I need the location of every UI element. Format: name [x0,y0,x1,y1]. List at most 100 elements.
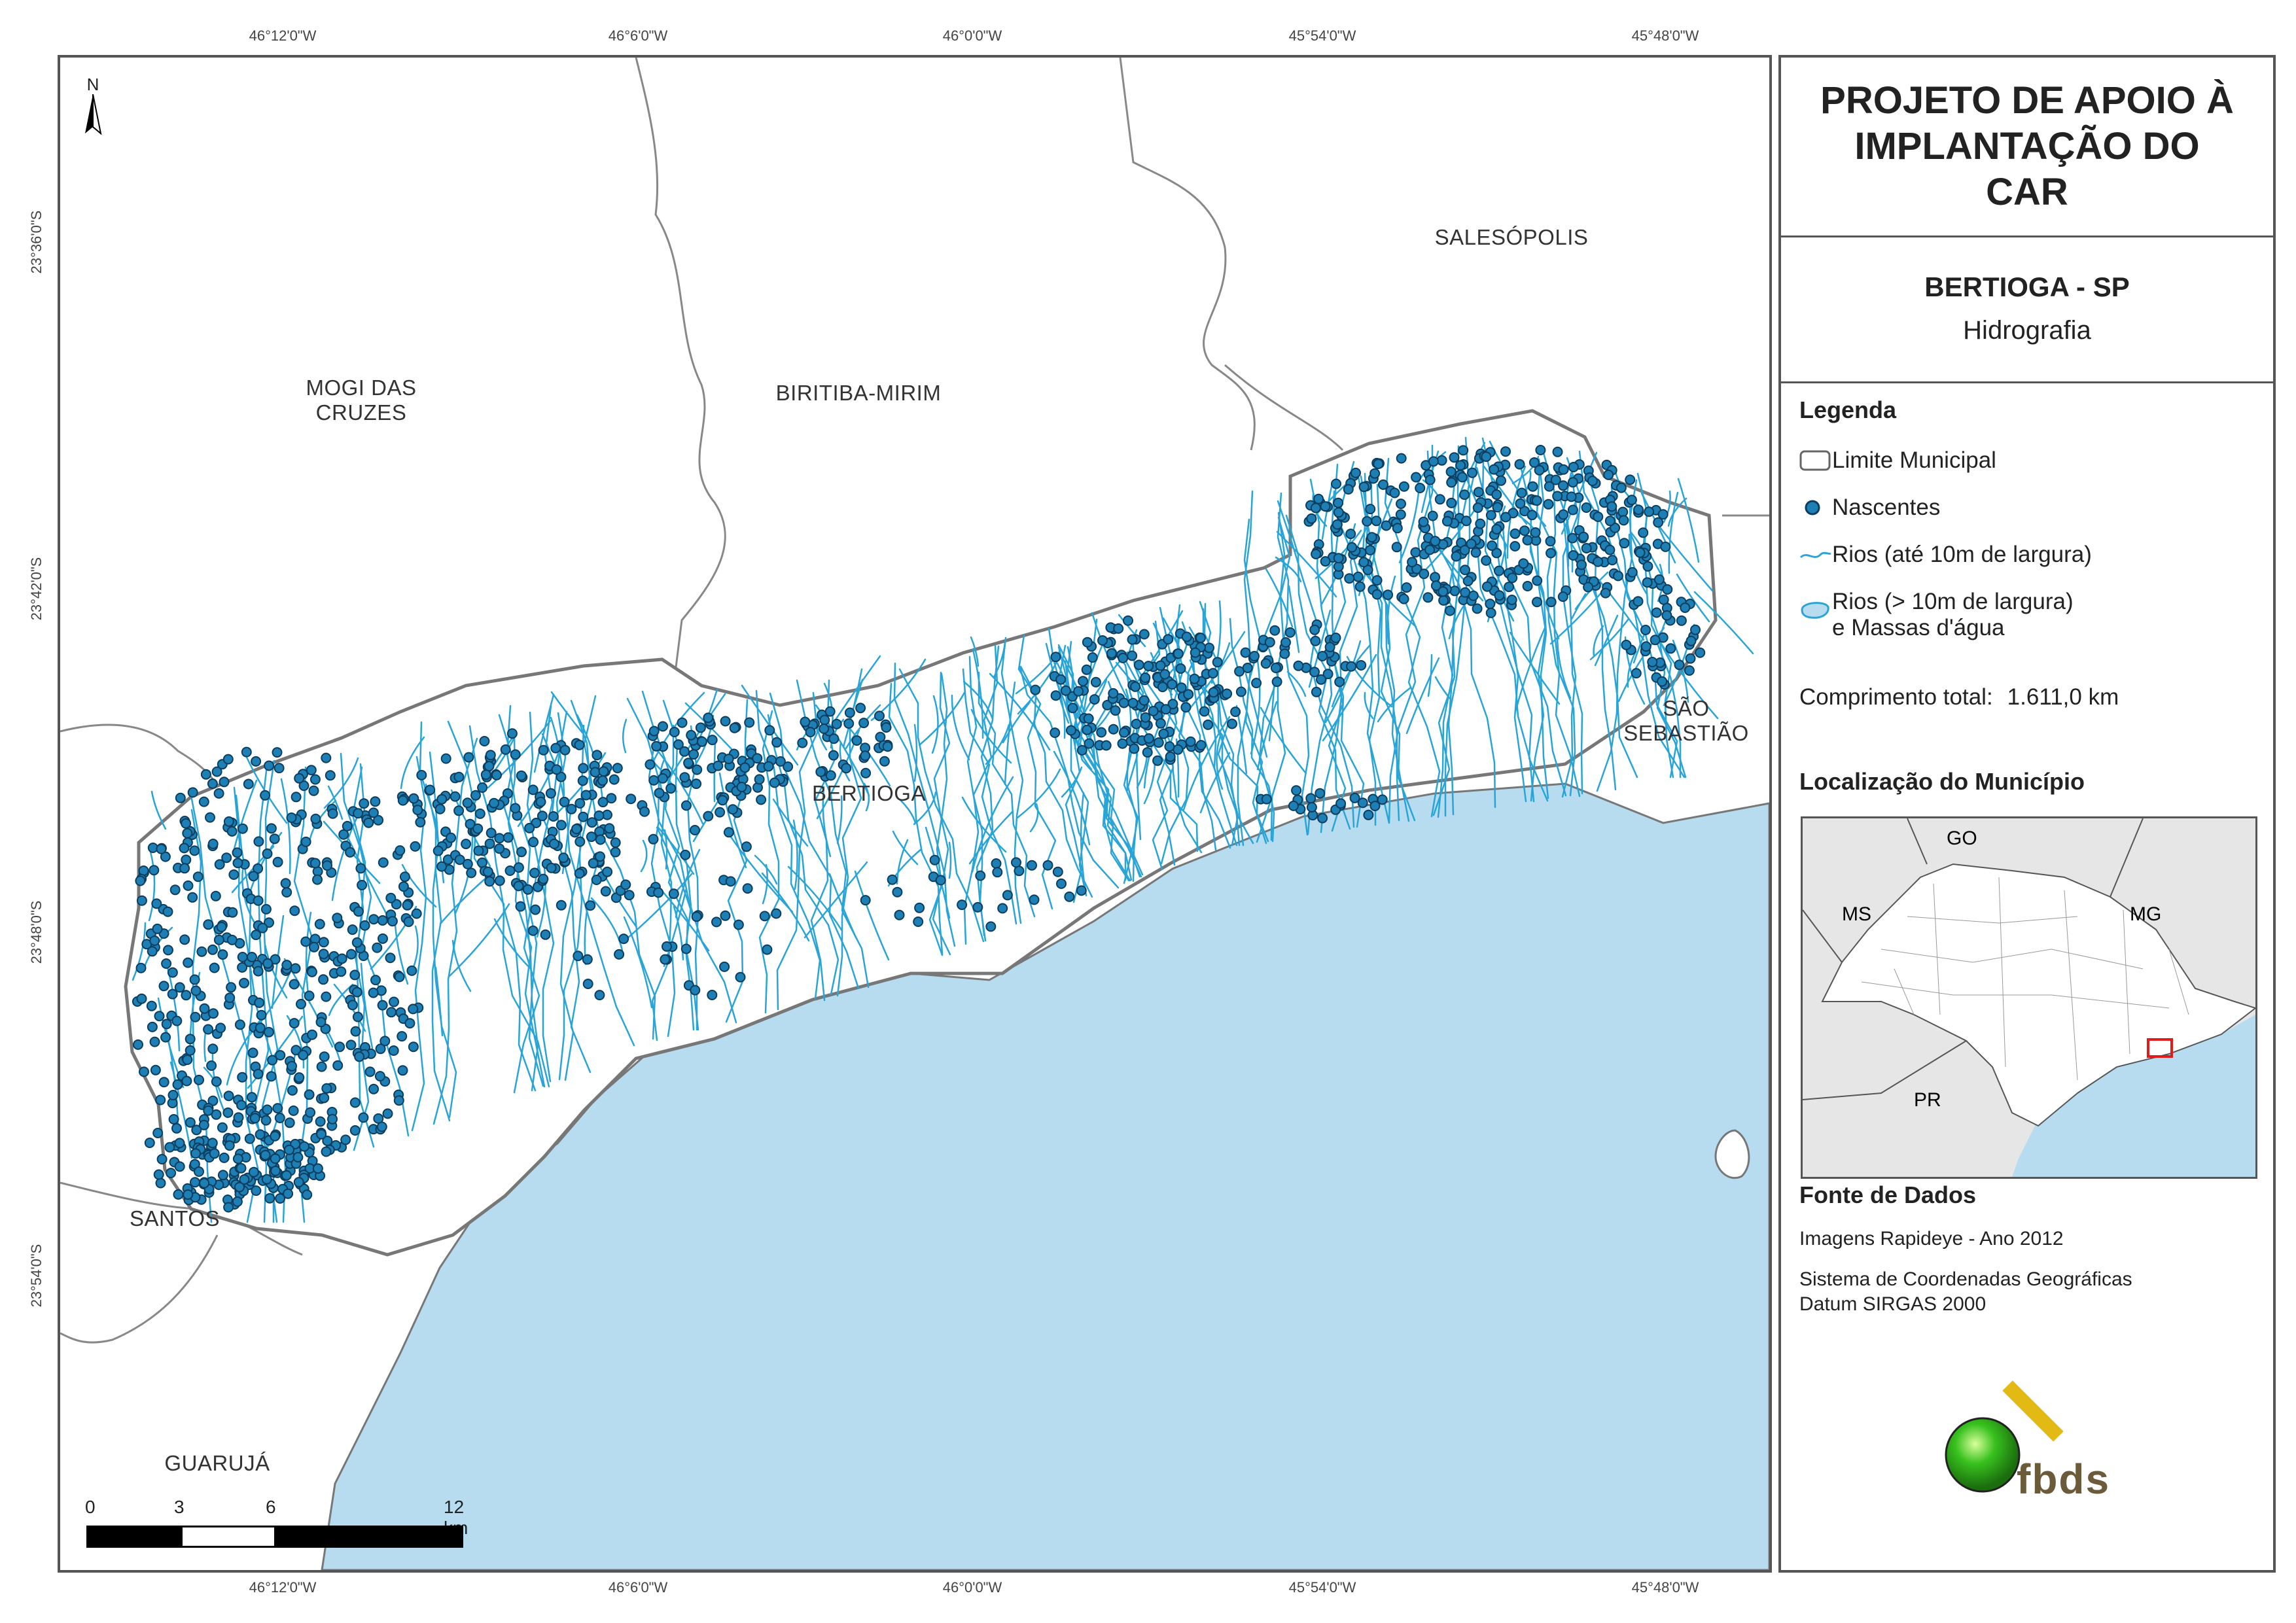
spring [257,922,268,934]
spring [359,798,370,809]
spring [1625,474,1636,485]
map-area[interactable]: N MOGI DAS CRUZES BIRITIBA-MIRIM SALESÓP… [58,55,1772,1573]
spring [819,724,830,734]
spring [1455,460,1466,471]
spring [280,878,291,889]
water-body-icon [1799,597,1832,623]
river [792,819,798,890]
project-title: PROJETO DE APOIO À IMPLANTAÇÃO DO CAR [1820,79,2234,213]
spring [538,873,549,884]
spring [559,796,570,807]
spring [1185,736,1196,747]
spring [972,901,983,913]
spring [309,858,321,869]
spring [1492,502,1503,513]
spring [352,1011,363,1022]
spring [1270,663,1281,673]
spring [267,1055,278,1066]
spring [274,1113,285,1123]
legend-item-boundary: Limite Municipal [1799,447,1996,474]
spring [364,1066,376,1077]
place-label-santos: SANTOS [129,1206,221,1230]
spring [1650,635,1661,646]
spring [1424,474,1436,485]
river [1593,625,1604,657]
river [776,691,819,1011]
spring [397,795,408,806]
river [1677,478,1700,563]
spring [913,916,924,927]
spring [1311,549,1322,559]
spring [357,880,368,890]
spring [624,890,635,901]
spring [241,746,252,758]
spring [1396,453,1407,464]
spring [156,843,167,854]
spring [1347,542,1358,553]
spring [1127,634,1138,645]
river [686,725,699,1031]
river [132,922,147,981]
river [506,705,544,1087]
spring [800,716,811,727]
river [1029,803,1039,833]
river [863,782,870,812]
spring [1067,703,1078,714]
river [985,724,1010,765]
spring [1422,592,1434,603]
spring [1309,624,1320,635]
spring [221,852,232,864]
spring [347,924,358,935]
spring [1160,704,1171,715]
spring [1519,525,1530,536]
spring [319,1051,330,1062]
spring [183,957,194,968]
spring [135,962,147,973]
spring [1545,548,1557,559]
spring [887,874,898,885]
spring [289,905,300,916]
info-panel: PROJETO DE APOIO À IMPLANTAÇÃO DO CAR BE… [1778,55,2276,1573]
spring [1660,541,1671,552]
spring [397,1065,408,1076]
spring [1467,467,1477,478]
spring [1358,481,1369,493]
spring [1076,885,1087,896]
spring [425,784,436,795]
spring [686,729,697,741]
spring [1052,866,1063,877]
spring [1633,504,1644,515]
spring [1578,531,1589,542]
spring [480,769,491,780]
river [1458,461,1535,803]
spring [529,867,540,879]
spring [411,908,422,919]
spring [1398,481,1409,492]
river [1483,465,1528,525]
spring [147,946,158,957]
spring [595,851,605,862]
spring [1343,484,1354,495]
spring [1496,475,1506,486]
river [913,724,918,782]
spring [515,901,526,912]
spring [393,1095,404,1106]
spring [410,841,421,852]
source-line-2: Sistema de Coordenadas Geográficas [1799,1268,2132,1290]
spring [881,722,892,733]
spring [1118,652,1129,663]
spring [293,1177,304,1188]
lat-label: 23°54'0"S [28,1244,44,1308]
spring [1106,648,1117,659]
river [1432,445,1461,816]
spring [725,876,736,887]
spring [1640,641,1651,652]
spring [764,725,775,736]
spring [645,759,656,770]
spring [1653,517,1664,528]
river [822,786,832,858]
spring [1087,652,1098,663]
island [1714,1129,1750,1179]
spring [281,1170,292,1181]
spring [349,1125,361,1136]
